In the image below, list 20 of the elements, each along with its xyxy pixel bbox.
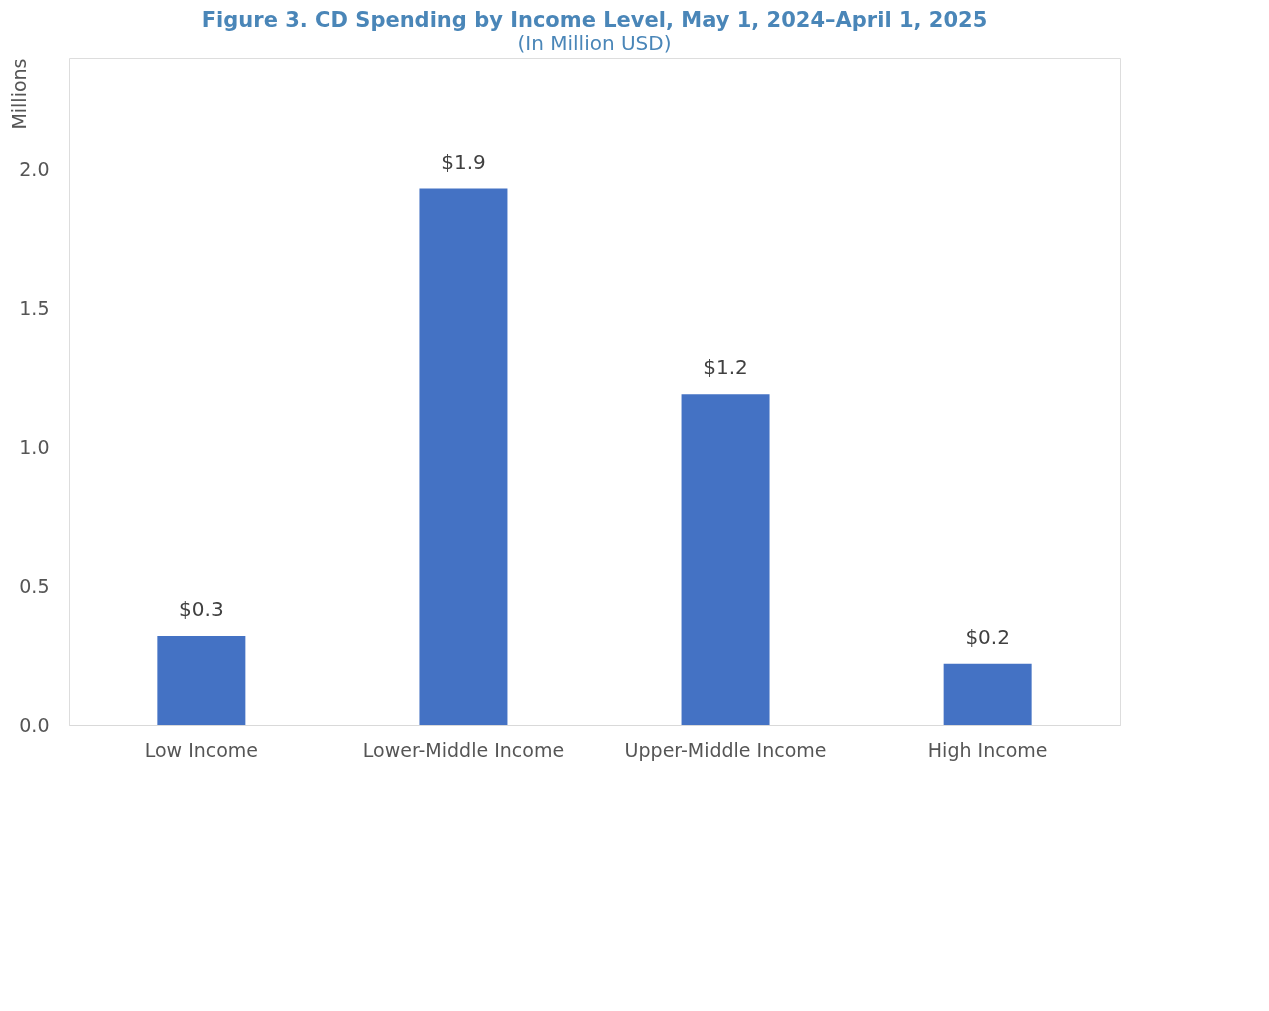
- bar: [943, 663, 1032, 725]
- bar: [157, 636, 246, 725]
- bar: [419, 188, 508, 725]
- data-label: $0.3: [179, 597, 224, 622]
- y-axis-title: Millions: [7, 58, 30, 130]
- x-tick-label: Low Income: [144, 738, 259, 761]
- y-tick-label: 1.0: [19, 435, 50, 458]
- x-tick-label: High Income: [927, 738, 1048, 761]
- data-label: $1.2: [703, 355, 748, 380]
- y-tick-label: 1.5: [19, 296, 50, 319]
- x-tick-label: Lower-Middle Income: [362, 738, 565, 761]
- data-label: $1.9: [441, 149, 486, 174]
- bar: [681, 394, 770, 725]
- x-tick-label: Upper-Middle Income: [624, 738, 827, 761]
- y-tick-label: 2.0: [19, 157, 50, 180]
- chart-subtitle: (In Million USD): [517, 31, 672, 55]
- data-label: $0.2: [965, 624, 1010, 649]
- y-tick-label: 0.0: [19, 713, 50, 736]
- y-tick-label: 0.5: [19, 574, 50, 597]
- chart-title: Figure 3. CD Spending by Income Level, May 1, 2024–April 1, 2025: [201, 8, 988, 32]
